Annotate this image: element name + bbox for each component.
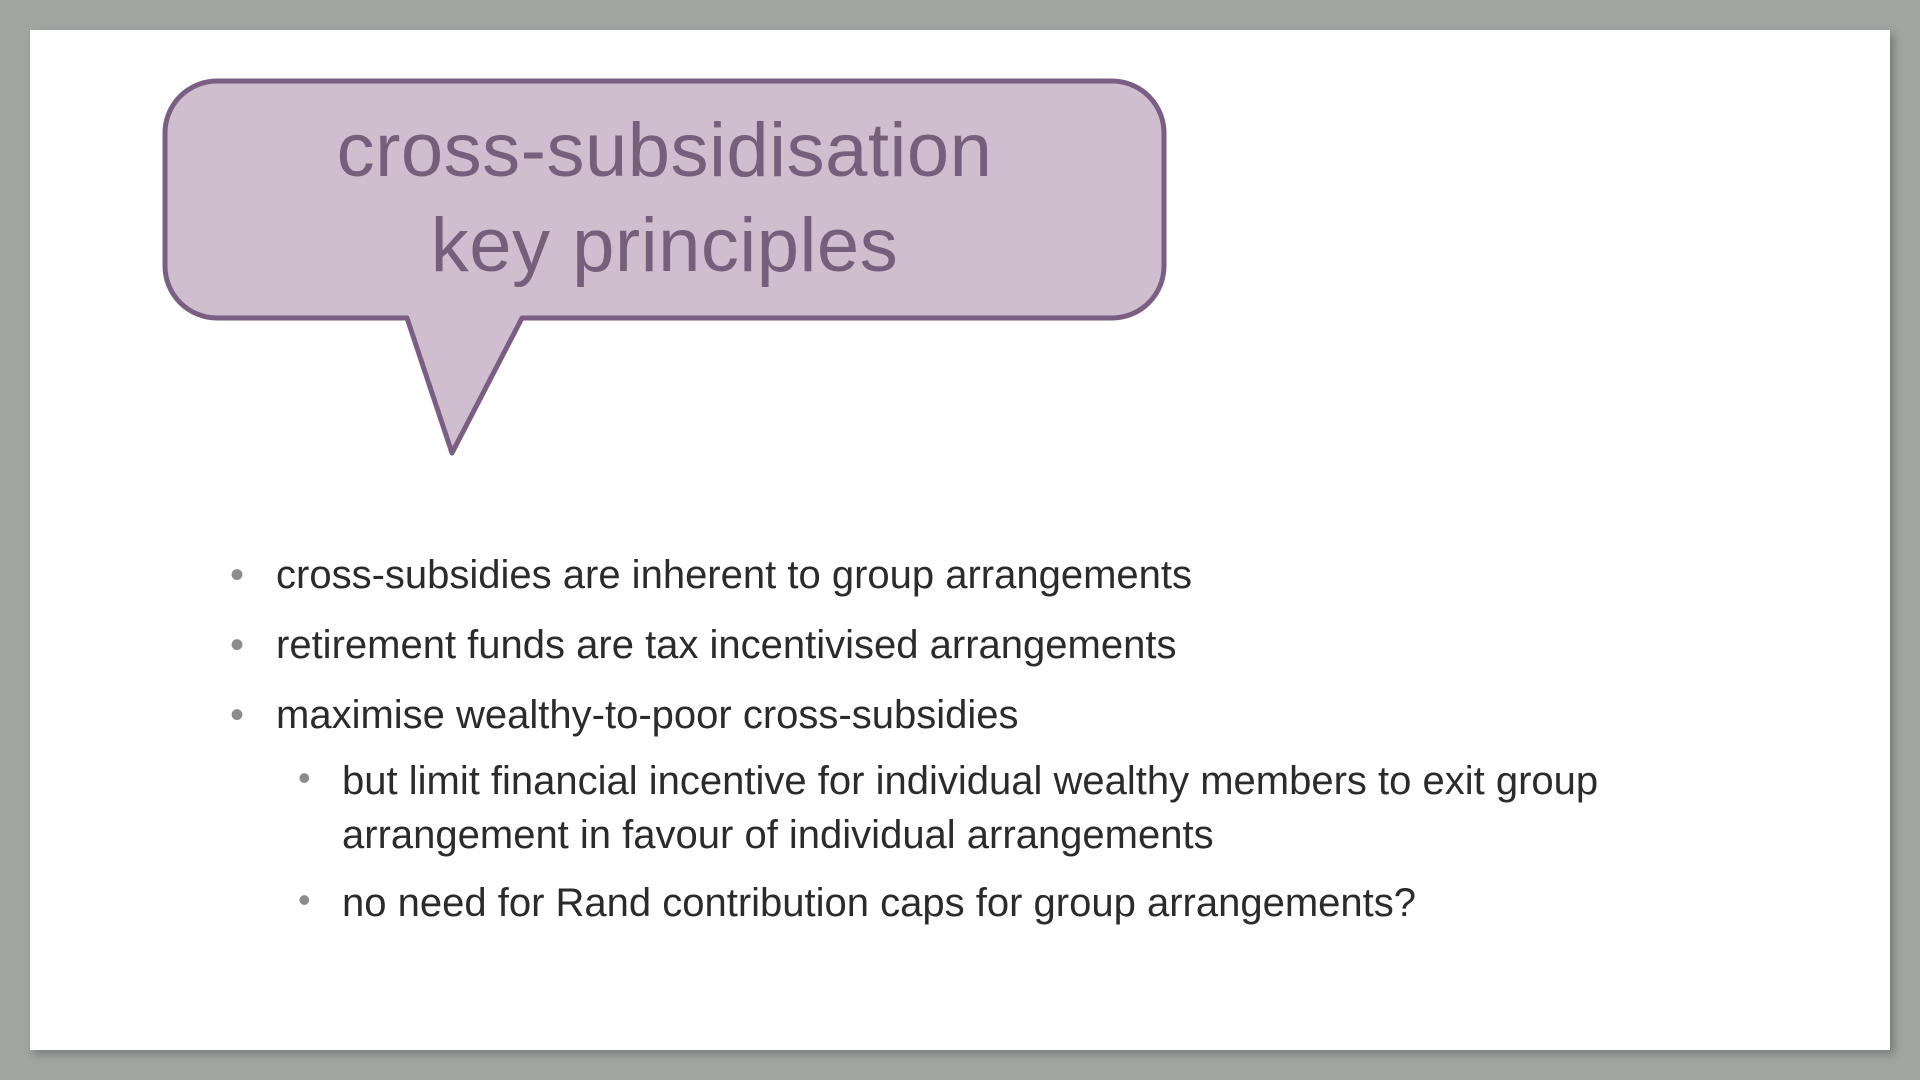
list-item: but limit financial incentive for indivi… [276, 754, 1680, 862]
title-speech-bubble: cross-subsidisation key principles [162, 78, 1167, 458]
bullet-text: maximise wealthy-to-poor cross-subsidies [276, 693, 1018, 737]
list-item: no need for Rand contribution caps for g… [276, 876, 1680, 930]
bullet-text: retirement funds are tax incentivised ar… [276, 623, 1176, 667]
bullet-text: no need for Rand contribution caps for g… [342, 881, 1416, 925]
list-item: cross-subsidies are inherent to group ar… [220, 542, 1680, 608]
slide: cross-subsidisation key principles cross… [30, 30, 1890, 1050]
bubble-shape [162, 78, 1167, 458]
list-item: retirement funds are tax incentivised ar… [220, 612, 1680, 678]
bullet-text: but limit financial incentive for indivi… [342, 759, 1598, 857]
list-item: maximise wealthy-to-poor cross-subsidies… [220, 682, 1680, 930]
bullet-list: cross-subsidies are inherent to group ar… [220, 542, 1680, 944]
bullet-text: cross-subsidies are inherent to group ar… [276, 553, 1192, 597]
